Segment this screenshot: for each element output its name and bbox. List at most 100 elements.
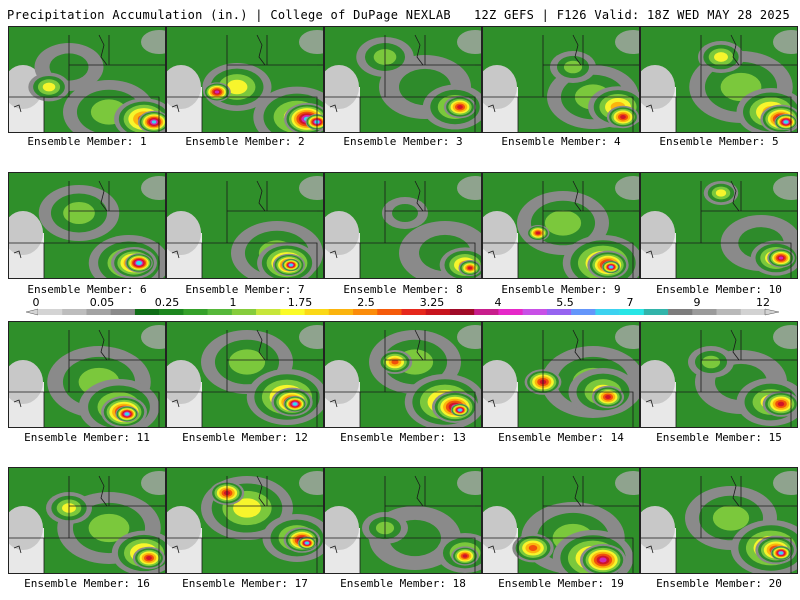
colorbar-swatch — [643, 309, 669, 315]
precip-contour — [226, 79, 248, 95]
colorbar-swatch — [353, 309, 378, 315]
state-boundary — [572, 180, 582, 212]
state-boundary — [329, 250, 338, 259]
state-boundary — [227, 537, 318, 573]
precip-contour — [784, 120, 788, 124]
ensemble-member-label: Ensemble Member: 16 — [24, 577, 150, 590]
light-precip-area — [9, 211, 43, 255]
precip-contour — [146, 556, 152, 560]
colorbar-tick-label: 0 — [33, 296, 40, 309]
state-boundary — [227, 242, 318, 278]
ensemble-member-map — [482, 321, 640, 428]
ensemble-member-label: Ensemble Member: 10 — [656, 283, 782, 296]
precip-contour — [293, 402, 297, 406]
ensemble-member-label: Ensemble Member: 14 — [498, 431, 624, 444]
state-boundary — [701, 96, 792, 132]
light-precip-area — [773, 325, 797, 349]
state-boundary — [329, 399, 338, 408]
light-precip-area — [457, 30, 481, 54]
colorbar-swatch — [159, 309, 184, 315]
light-precip-area — [141, 176, 165, 200]
colorbar-swatch — [377, 309, 402, 315]
state-boundary — [256, 34, 266, 66]
state-boundary — [487, 104, 496, 113]
light-precip-area — [641, 211, 675, 255]
light-precip-area — [457, 176, 481, 200]
precip-map — [641, 468, 797, 573]
state-boundary — [701, 242, 792, 278]
state-boundary — [701, 391, 792, 427]
state-boundary — [171, 104, 180, 113]
ensemble-member-map — [166, 321, 324, 428]
state-boundary — [256, 329, 266, 361]
precip-map — [167, 322, 323, 427]
state-boundary — [171, 399, 180, 408]
colorbar-swatch — [668, 309, 693, 315]
state-boundary — [385, 96, 476, 132]
precip-contour — [609, 266, 613, 268]
precip-map — [641, 27, 797, 132]
precip-contour — [305, 542, 309, 544]
colorbar-swatch — [110, 309, 136, 315]
ensemble-member-label: Ensemble Member: 4 — [501, 135, 621, 148]
ensemble-member-map — [8, 172, 166, 279]
state-boundary — [730, 34, 740, 66]
ensemble-member-map — [8, 26, 166, 133]
ensemble-member-map — [640, 26, 798, 133]
colorbar-tick-label: 12 — [756, 296, 770, 309]
light-precip-area — [9, 65, 43, 109]
precip-contour — [599, 557, 607, 563]
ensemble-member-map — [166, 26, 324, 133]
colorbar-swatch — [328, 309, 354, 315]
colorbar-swatch — [62, 309, 87, 315]
colorbar-swatch — [740, 309, 766, 315]
precip-contour — [544, 210, 582, 236]
colorbar-swatch — [619, 309, 645, 315]
state-boundary — [256, 180, 266, 212]
precip-contour — [391, 359, 399, 365]
precip-map — [483, 173, 639, 278]
light-precip-area — [141, 30, 165, 54]
precip-contour — [605, 395, 611, 399]
precip-contour — [88, 513, 130, 543]
ensemble-member-map — [640, 172, 798, 279]
precip-contour — [228, 349, 266, 375]
colorbar-tick-label: 0.05 — [90, 296, 115, 309]
state-boundary — [69, 96, 160, 132]
colorbar-tick-label: 4 — [495, 296, 502, 309]
colorbar-tick-label: 1 — [230, 296, 237, 309]
state-boundary — [645, 104, 654, 113]
state-boundary — [572, 34, 582, 66]
precip-contour — [151, 120, 157, 124]
state-boundary — [13, 545, 22, 554]
ensemble-member-label: Ensemble Member: 8 — [343, 283, 463, 296]
state-boundary — [13, 104, 22, 113]
colorbar-tick-label: 7 — [627, 296, 634, 309]
precip-map — [9, 173, 165, 278]
colorbar-swatch — [571, 309, 596, 315]
light-precip-area — [167, 506, 201, 550]
light-precip-area — [483, 211, 517, 255]
light-precip-area — [167, 211, 201, 255]
colorbar-tick-label: 9 — [694, 296, 701, 309]
precip-map — [9, 27, 165, 132]
light-precip-area — [641, 506, 675, 550]
light-precip-area — [615, 471, 639, 495]
state-boundary — [701, 537, 792, 573]
state-boundary — [572, 329, 582, 361]
colorbar-tick-label: 3.25 — [420, 296, 445, 309]
state-boundary — [645, 545, 654, 554]
ensemble-member-label: Ensemble Member: 17 — [182, 577, 308, 590]
precip-contour — [214, 90, 220, 94]
state-boundary — [645, 250, 654, 259]
light-precip-area — [483, 360, 517, 404]
ensemble-member-map — [324, 321, 482, 428]
light-precip-area — [141, 325, 165, 349]
state-boundary — [385, 537, 476, 573]
precip-map — [483, 27, 639, 132]
state-boundary — [487, 250, 496, 259]
light-precip-area — [457, 471, 481, 495]
ensemble-member-label: Ensemble Member: 15 — [656, 431, 782, 444]
colorbar-swatch — [401, 309, 427, 315]
colorbar-swatch — [280, 309, 305, 315]
